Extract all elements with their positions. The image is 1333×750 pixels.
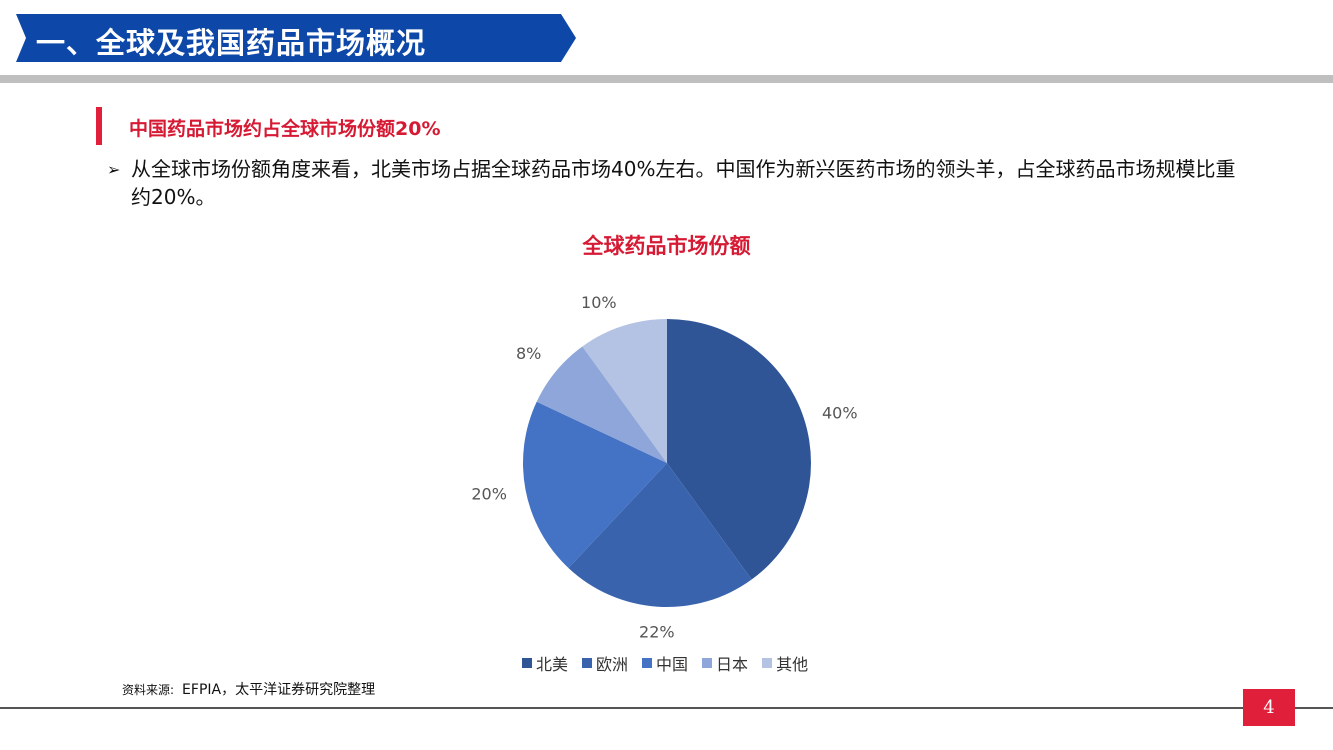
source-note: 资料来源: EFPIA，太平洋证券研究院整理 bbox=[122, 679, 375, 699]
bullet-text: 从全球市场份额角度来看，北美市场占据全球药品市场40%左右。中国作为新兴医药市场… bbox=[131, 157, 1236, 209]
legend-label: 其他 bbox=[776, 655, 809, 674]
legend-label: 中国 bbox=[656, 655, 689, 674]
pie-slice-north-america bbox=[667, 319, 812, 580]
pie-slice-others bbox=[582, 319, 667, 463]
bullet-arrow-icon: ➢ bbox=[107, 160, 121, 179]
legend-item-japan: 日本 bbox=[702, 651, 748, 675]
legend-swatch bbox=[762, 658, 773, 668]
legend-label: 日本 bbox=[716, 655, 749, 674]
legend-item-china: 中国 bbox=[642, 651, 688, 675]
page-title: 一、全球及我国药品市场概况 bbox=[36, 26, 427, 60]
data-label-japan: 8% bbox=[516, 344, 541, 363]
title-divider bbox=[0, 75, 1333, 83]
chart-title: 全球药品市场份额 bbox=[582, 234, 751, 258]
source-text: EFPIA，太平洋证券研究院整理 bbox=[182, 682, 376, 698]
data-label-north-america: 40% bbox=[822, 404, 858, 423]
pie-slice-europe bbox=[568, 463, 752, 607]
legend-swatch bbox=[522, 658, 532, 668]
legend-item-north-america: 北美 bbox=[522, 651, 568, 675]
legend-swatch bbox=[702, 658, 713, 668]
subheading-accent-bar bbox=[96, 107, 102, 145]
footer-divider bbox=[0, 707, 1333, 709]
title-banner bbox=[16, 14, 576, 62]
data-label-china: 20% bbox=[471, 485, 507, 504]
legend-item-europe: 欧洲 bbox=[582, 651, 628, 675]
legend-item-others: 其他 bbox=[762, 651, 808, 675]
data-label-others: 10% bbox=[581, 293, 617, 312]
source-label: 资料来源: bbox=[122, 683, 175, 697]
legend-swatch bbox=[582, 658, 593, 668]
page-number: 4 bbox=[1243, 689, 1295, 726]
chart-legend: 北美 欧洲 中国 日本 其他 bbox=[522, 651, 808, 675]
data-label-europe: 22% bbox=[639, 623, 675, 642]
pie-slice-china bbox=[522, 401, 667, 568]
legend-swatch bbox=[642, 658, 653, 668]
pie-slice-japan bbox=[536, 346, 667, 463]
section-subheading: 中国药品市场约占全球市场份额20% bbox=[129, 118, 441, 140]
legend-label: 北美 bbox=[536, 655, 569, 674]
legend-label: 欧洲 bbox=[596, 655, 629, 674]
